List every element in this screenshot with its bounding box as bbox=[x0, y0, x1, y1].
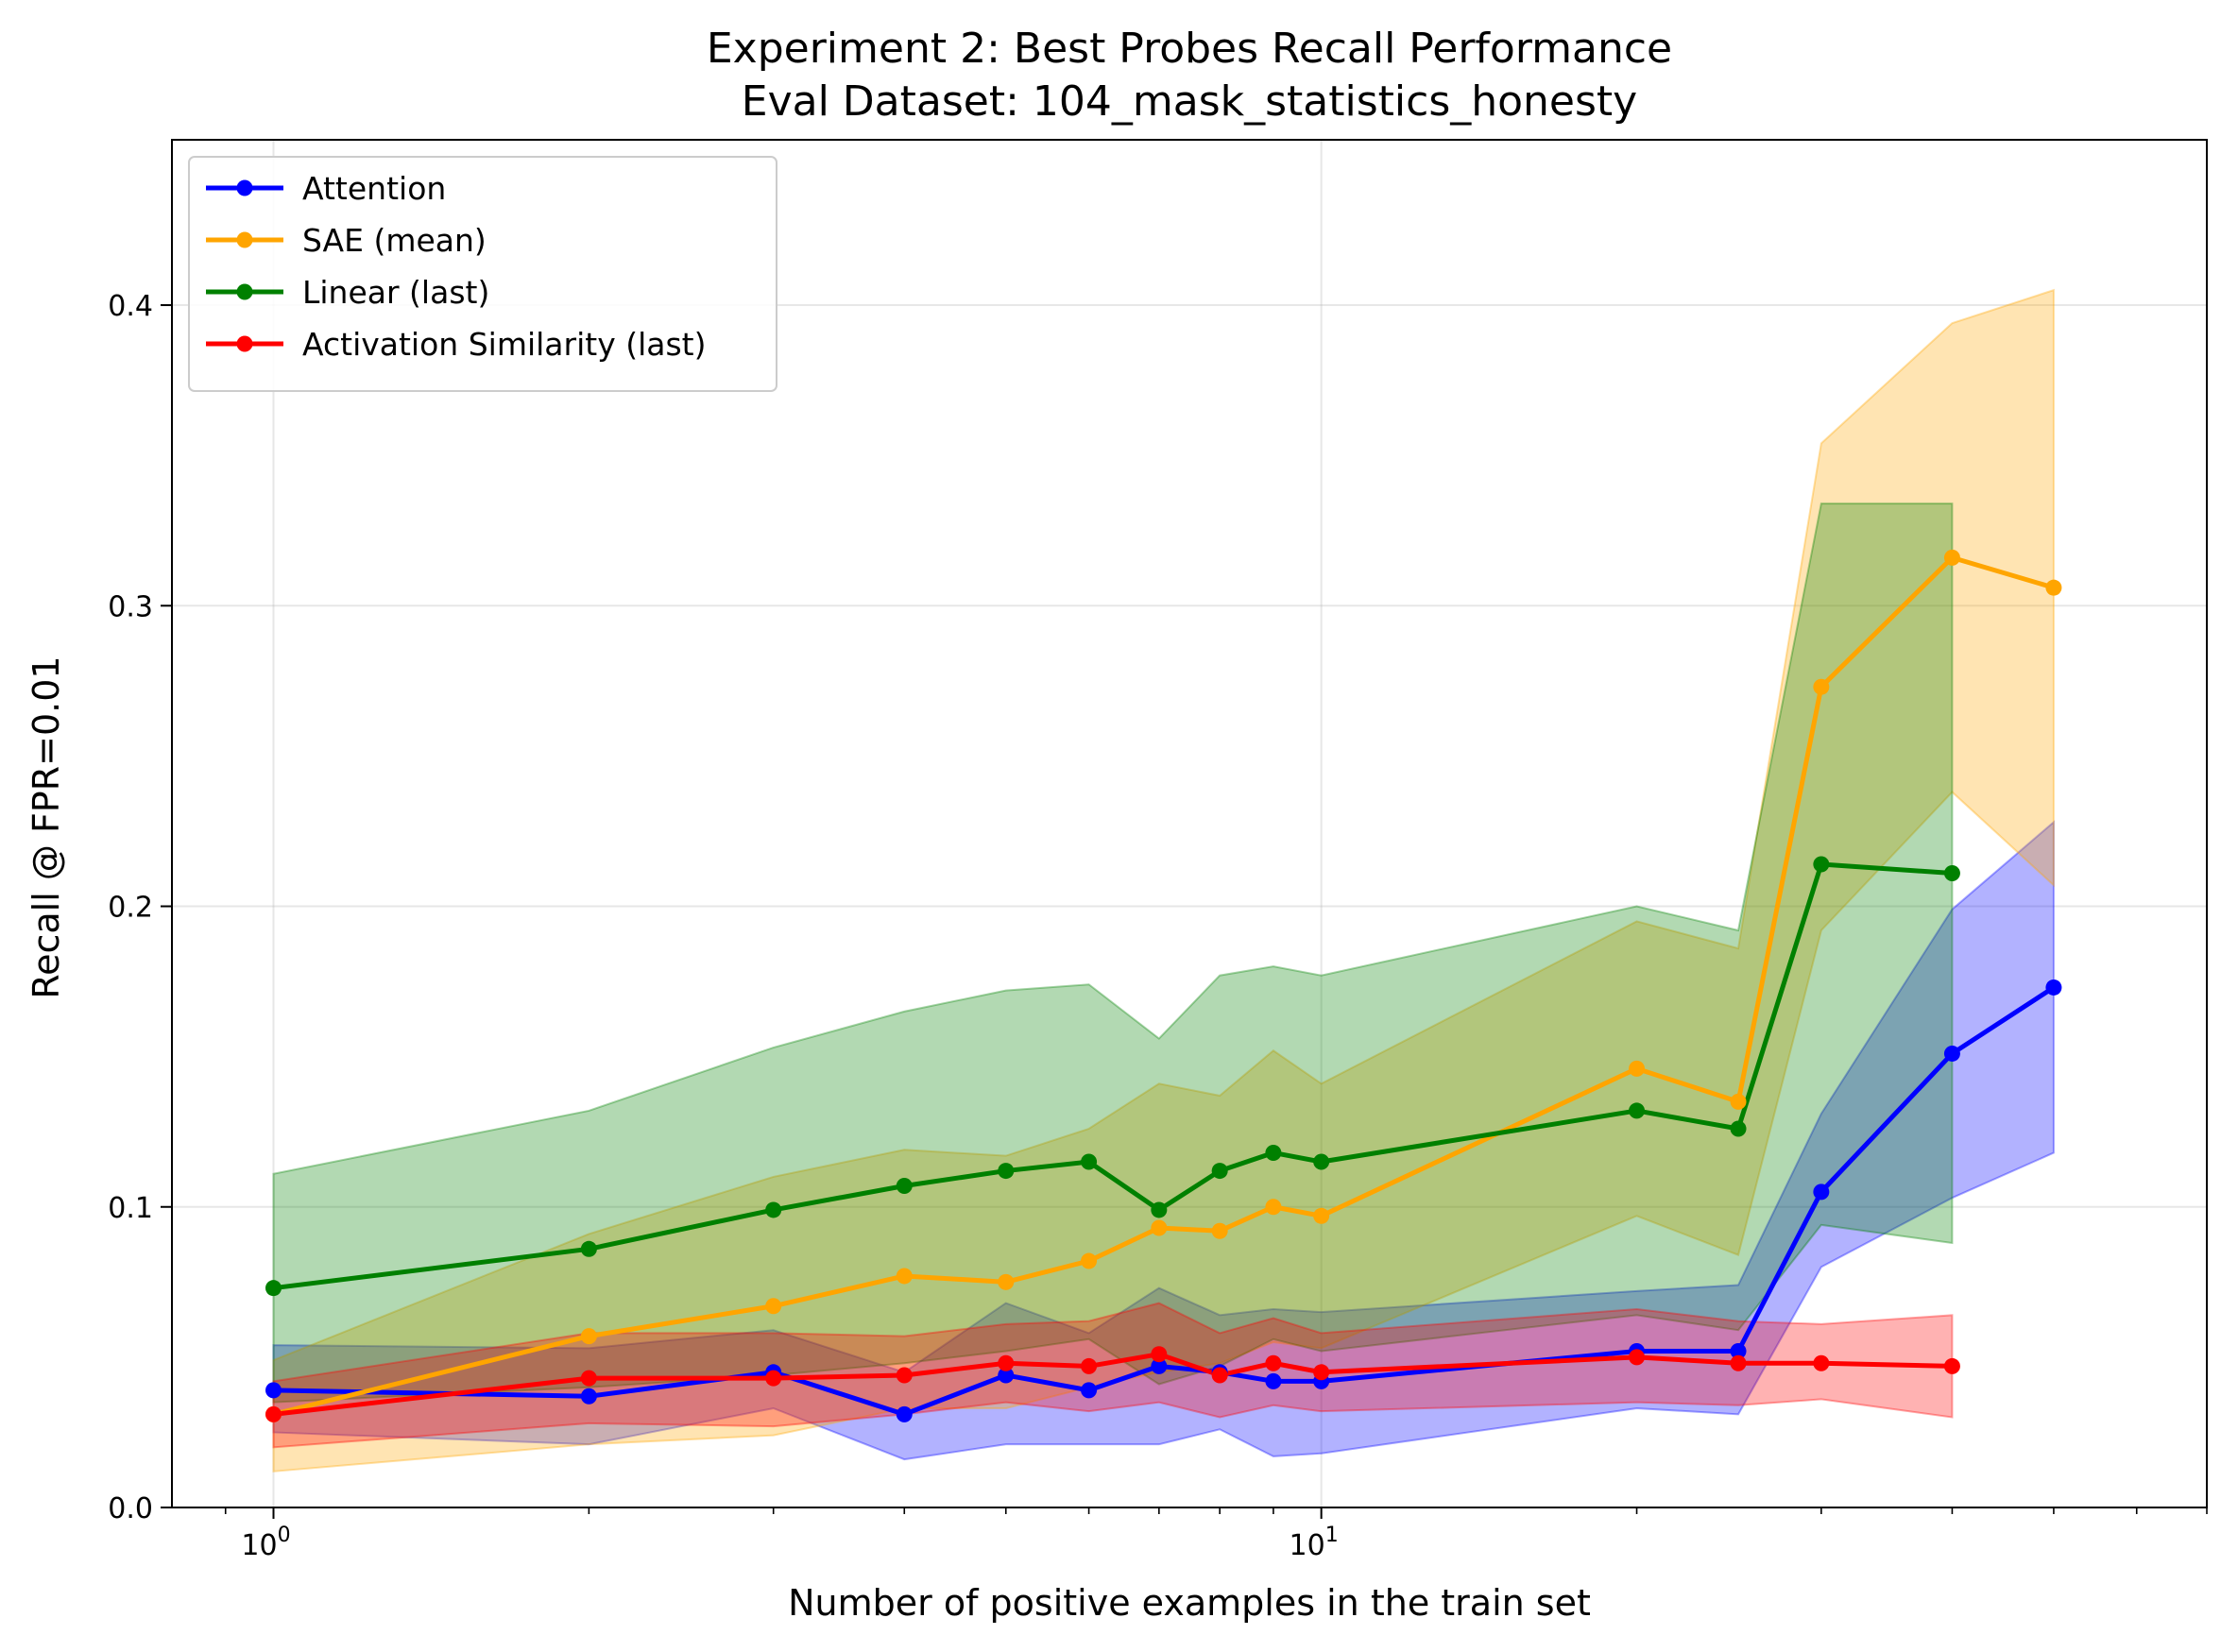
x-axis-label: Number of positive examples in the train… bbox=[788, 1582, 1591, 1624]
data-point bbox=[265, 1280, 282, 1297]
data-point bbox=[1151, 1357, 1168, 1374]
confidence-bands bbox=[272, 288, 2055, 1473]
data-point bbox=[765, 1298, 782, 1315]
series-line bbox=[273, 1352, 1953, 1417]
data-point bbox=[1813, 1184, 1830, 1201]
data-point bbox=[265, 1382, 282, 1399]
data-point bbox=[580, 1370, 597, 1387]
y-axis-ticks: 0.0 0.1 0.2 0.3 0.4 bbox=[108, 290, 172, 1525]
data-point bbox=[1081, 1357, 1098, 1374]
data-point bbox=[2045, 579, 2062, 596]
legend-label: Linear (last) bbox=[302, 274, 489, 311]
data-point bbox=[896, 1268, 913, 1285]
y-axis-label: Recall @ FPR=0.01 bbox=[26, 656, 67, 998]
y-tick-label: 0.0 bbox=[108, 1492, 153, 1525]
data-point bbox=[1211, 1367, 1228, 1384]
confidence-band bbox=[272, 1302, 1954, 1449]
data-point bbox=[1813, 1354, 1830, 1371]
data-point bbox=[1265, 1354, 1282, 1371]
data-point bbox=[1813, 856, 1830, 873]
data-point bbox=[1629, 1102, 1646, 1119]
data-point bbox=[580, 1388, 597, 1405]
data-point bbox=[1943, 549, 1960, 566]
data-point bbox=[998, 1273, 1015, 1290]
legend-box bbox=[188, 156, 777, 392]
legend-items: Attention SAE (mean) Linear (last) Activati… bbox=[206, 170, 707, 363]
legend-swatch-marker bbox=[236, 283, 253, 300]
data-point bbox=[1081, 1382, 1098, 1399]
chart-subtitle: Eval Dataset: 104_mask_statistics_honest… bbox=[742, 77, 1637, 126]
data-point bbox=[1151, 1219, 1168, 1236]
data-point bbox=[998, 1354, 1015, 1371]
series-points bbox=[265, 549, 2062, 1422]
data-point bbox=[1151, 1346, 1168, 1363]
data-point bbox=[1265, 1199, 1282, 1216]
data-point bbox=[1943, 1045, 1960, 1062]
legend-swatch-marker bbox=[236, 179, 253, 196]
data-point bbox=[1943, 1357, 1960, 1374]
legend: Attention SAE (mean) Linear (last) Activati… bbox=[188, 156, 777, 392]
plot-area-frame bbox=[171, 139, 2208, 1508]
data-point bbox=[1265, 1144, 1282, 1161]
confidence-band bbox=[272, 502, 1954, 1404]
data-point bbox=[1151, 1201, 1168, 1218]
data-point bbox=[580, 1240, 597, 1257]
data-point bbox=[1629, 1349, 1646, 1366]
data-point bbox=[1629, 1060, 1646, 1077]
data-point bbox=[1730, 1354, 1747, 1371]
series-line bbox=[273, 861, 1953, 1291]
data-point bbox=[1211, 1222, 1228, 1239]
data-point bbox=[1943, 865, 1960, 882]
legend-label: SAE (mean) bbox=[302, 222, 487, 259]
data-point bbox=[1081, 1252, 1098, 1269]
data-point bbox=[765, 1370, 782, 1387]
legend-swatch-marker bbox=[236, 335, 253, 352]
data-point bbox=[896, 1177, 913, 1194]
legend-swatch-marker bbox=[236, 231, 253, 248]
data-point bbox=[998, 1367, 1015, 1384]
y-tick-label: 0.4 bbox=[108, 290, 153, 323]
data-point bbox=[2045, 979, 2062, 996]
data-point bbox=[896, 1405, 913, 1422]
data-point bbox=[1730, 1093, 1747, 1110]
data-point bbox=[1081, 1153, 1098, 1170]
legend-label: Attention bbox=[302, 170, 446, 207]
data-point bbox=[998, 1163, 1015, 1180]
data-point bbox=[1313, 1153, 1330, 1170]
confidence-band bbox=[272, 820, 2055, 1461]
legend-label: Activation Similarity (last) bbox=[302, 326, 707, 363]
confidence-band bbox=[272, 288, 2055, 1473]
data-point bbox=[580, 1328, 597, 1345]
data-point bbox=[265, 1405, 282, 1422]
data-point bbox=[1265, 1372, 1282, 1389]
data-point bbox=[1313, 1207, 1330, 1224]
data-point bbox=[765, 1201, 782, 1218]
data-point bbox=[1813, 678, 1830, 695]
data-point bbox=[1730, 1120, 1747, 1137]
chart-title: Experiment 2: Best Probes Recall Perform… bbox=[707, 25, 1672, 73]
data-point bbox=[1313, 1364, 1330, 1381]
data-point bbox=[896, 1367, 913, 1384]
data-point bbox=[1730, 1343, 1747, 1360]
data-point bbox=[1211, 1163, 1228, 1180]
y-tick-label: 0.1 bbox=[108, 1192, 153, 1225]
y-tick-label: 0.3 bbox=[108, 590, 153, 623]
y-tick-label: 0.2 bbox=[108, 892, 153, 925]
